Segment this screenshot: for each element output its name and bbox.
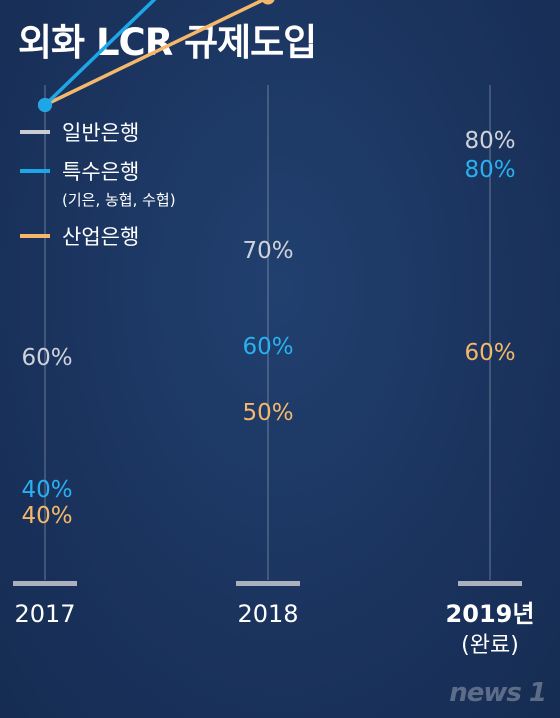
- news1-watermark: news 1: [449, 678, 547, 708]
- data-label: 60%: [242, 334, 293, 360]
- data-label: 60%: [464, 340, 515, 366]
- legend-label: 일반은행: [62, 121, 139, 145]
- series-line-1: [43, 0, 157, 107]
- axis-tick-2017: [13, 581, 77, 586]
- x-tick-label: 2017: [14, 600, 75, 628]
- data-point: [38, 98, 52, 112]
- data-label: 40%: [21, 477, 72, 503]
- axis-tick-2019년: [458, 581, 522, 586]
- data-label: 80%: [464, 157, 515, 183]
- x-tick-label: 2019년: [446, 600, 535, 628]
- data-point: [261, 0, 275, 5]
- series-line-2: [44, 0, 267, 107]
- legend-sublabel: (기은, 농협, 수협): [62, 191, 176, 209]
- data-label: 70%: [242, 238, 293, 264]
- legend-label: 산업은행: [62, 225, 139, 249]
- legend-label: 특수은행: [62, 160, 139, 184]
- data-label: 80%: [464, 128, 515, 154]
- x-tick-label: 2018: [237, 600, 298, 628]
- data-label: 50%: [242, 400, 293, 426]
- chart-title: 외화 LCR 규제도입: [18, 21, 317, 64]
- x-tick-sublabel: (완료): [461, 633, 519, 658]
- data-label: 40%: [21, 503, 72, 529]
- axis-tick-2018: [236, 581, 300, 586]
- data-label: 60%: [21, 345, 72, 371]
